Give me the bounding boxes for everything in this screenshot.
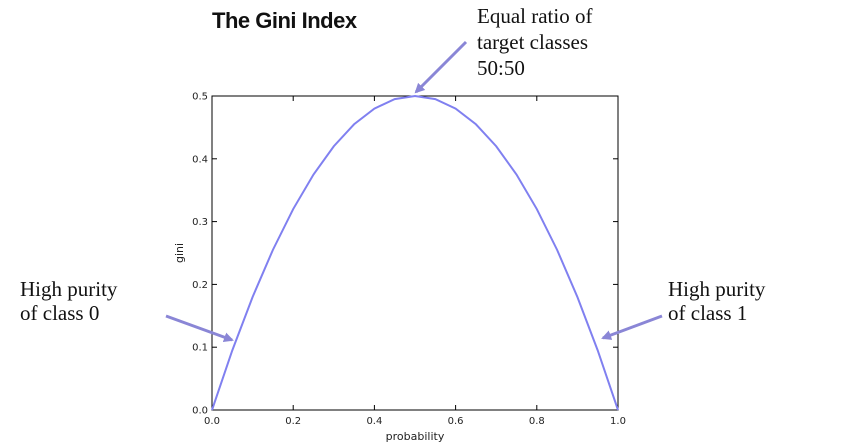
x-tick-label: 0.8: [529, 416, 545, 427]
y-axis: 0.0 0.1 0.2 0.3 0.4 0.5: [192, 92, 618, 417]
y-tick-label: 0.5: [192, 92, 208, 103]
annotation-class-1-line: of class 1: [668, 301, 747, 325]
y-tick-label: 0.1: [192, 343, 208, 354]
annotation-class-0-line: High purity: [20, 277, 118, 301]
annotation-equal-ratio-line: target classes: [477, 30, 588, 54]
y-tick-label: 0.0: [192, 406, 208, 417]
chart-title: The Gini Index: [212, 8, 358, 33]
x-axis-label: probability: [386, 430, 445, 443]
y-tick-label: 0.4: [192, 154, 208, 165]
x-tick-label: 0.0: [204, 416, 220, 427]
x-tick-label: 0.6: [448, 416, 464, 427]
annotations: Equal ratio of target classes 50:50 High…: [20, 4, 771, 342]
x-tick-label: 0.2: [285, 416, 301, 427]
x-axis: 0.0 0.2 0.4 0.6 0.8 1.0: [204, 96, 626, 427]
y-tick-label: 0.3: [192, 217, 208, 228]
x-tick-label: 0.4: [366, 416, 382, 427]
arrow-equal-ratio: [414, 40, 468, 94]
y-tick-label: 0.2: [192, 280, 208, 291]
annotation-equal-ratio-line: Equal ratio of: [477, 4, 592, 28]
x-tick-label: 1.0: [610, 416, 626, 427]
annotation-class-1-line: High purity: [668, 277, 766, 301]
y-axis-label: gini: [173, 243, 186, 263]
annotation-class-1: High purity of class 1: [668, 277, 771, 325]
annotation-equal-ratio-line: 50:50: [477, 56, 525, 80]
annotation-equal-ratio: Equal ratio of target classes 50:50: [477, 4, 598, 80]
series-line: [211, 94, 619, 411]
arrow-class-1: [601, 314, 663, 340]
annotation-class-0: High purity of class 0: [20, 277, 123, 325]
annotation-class-0-line: of class 0: [20, 301, 99, 325]
arrow-class-0: [165, 314, 234, 342]
plot-frame: [211, 95, 619, 411]
